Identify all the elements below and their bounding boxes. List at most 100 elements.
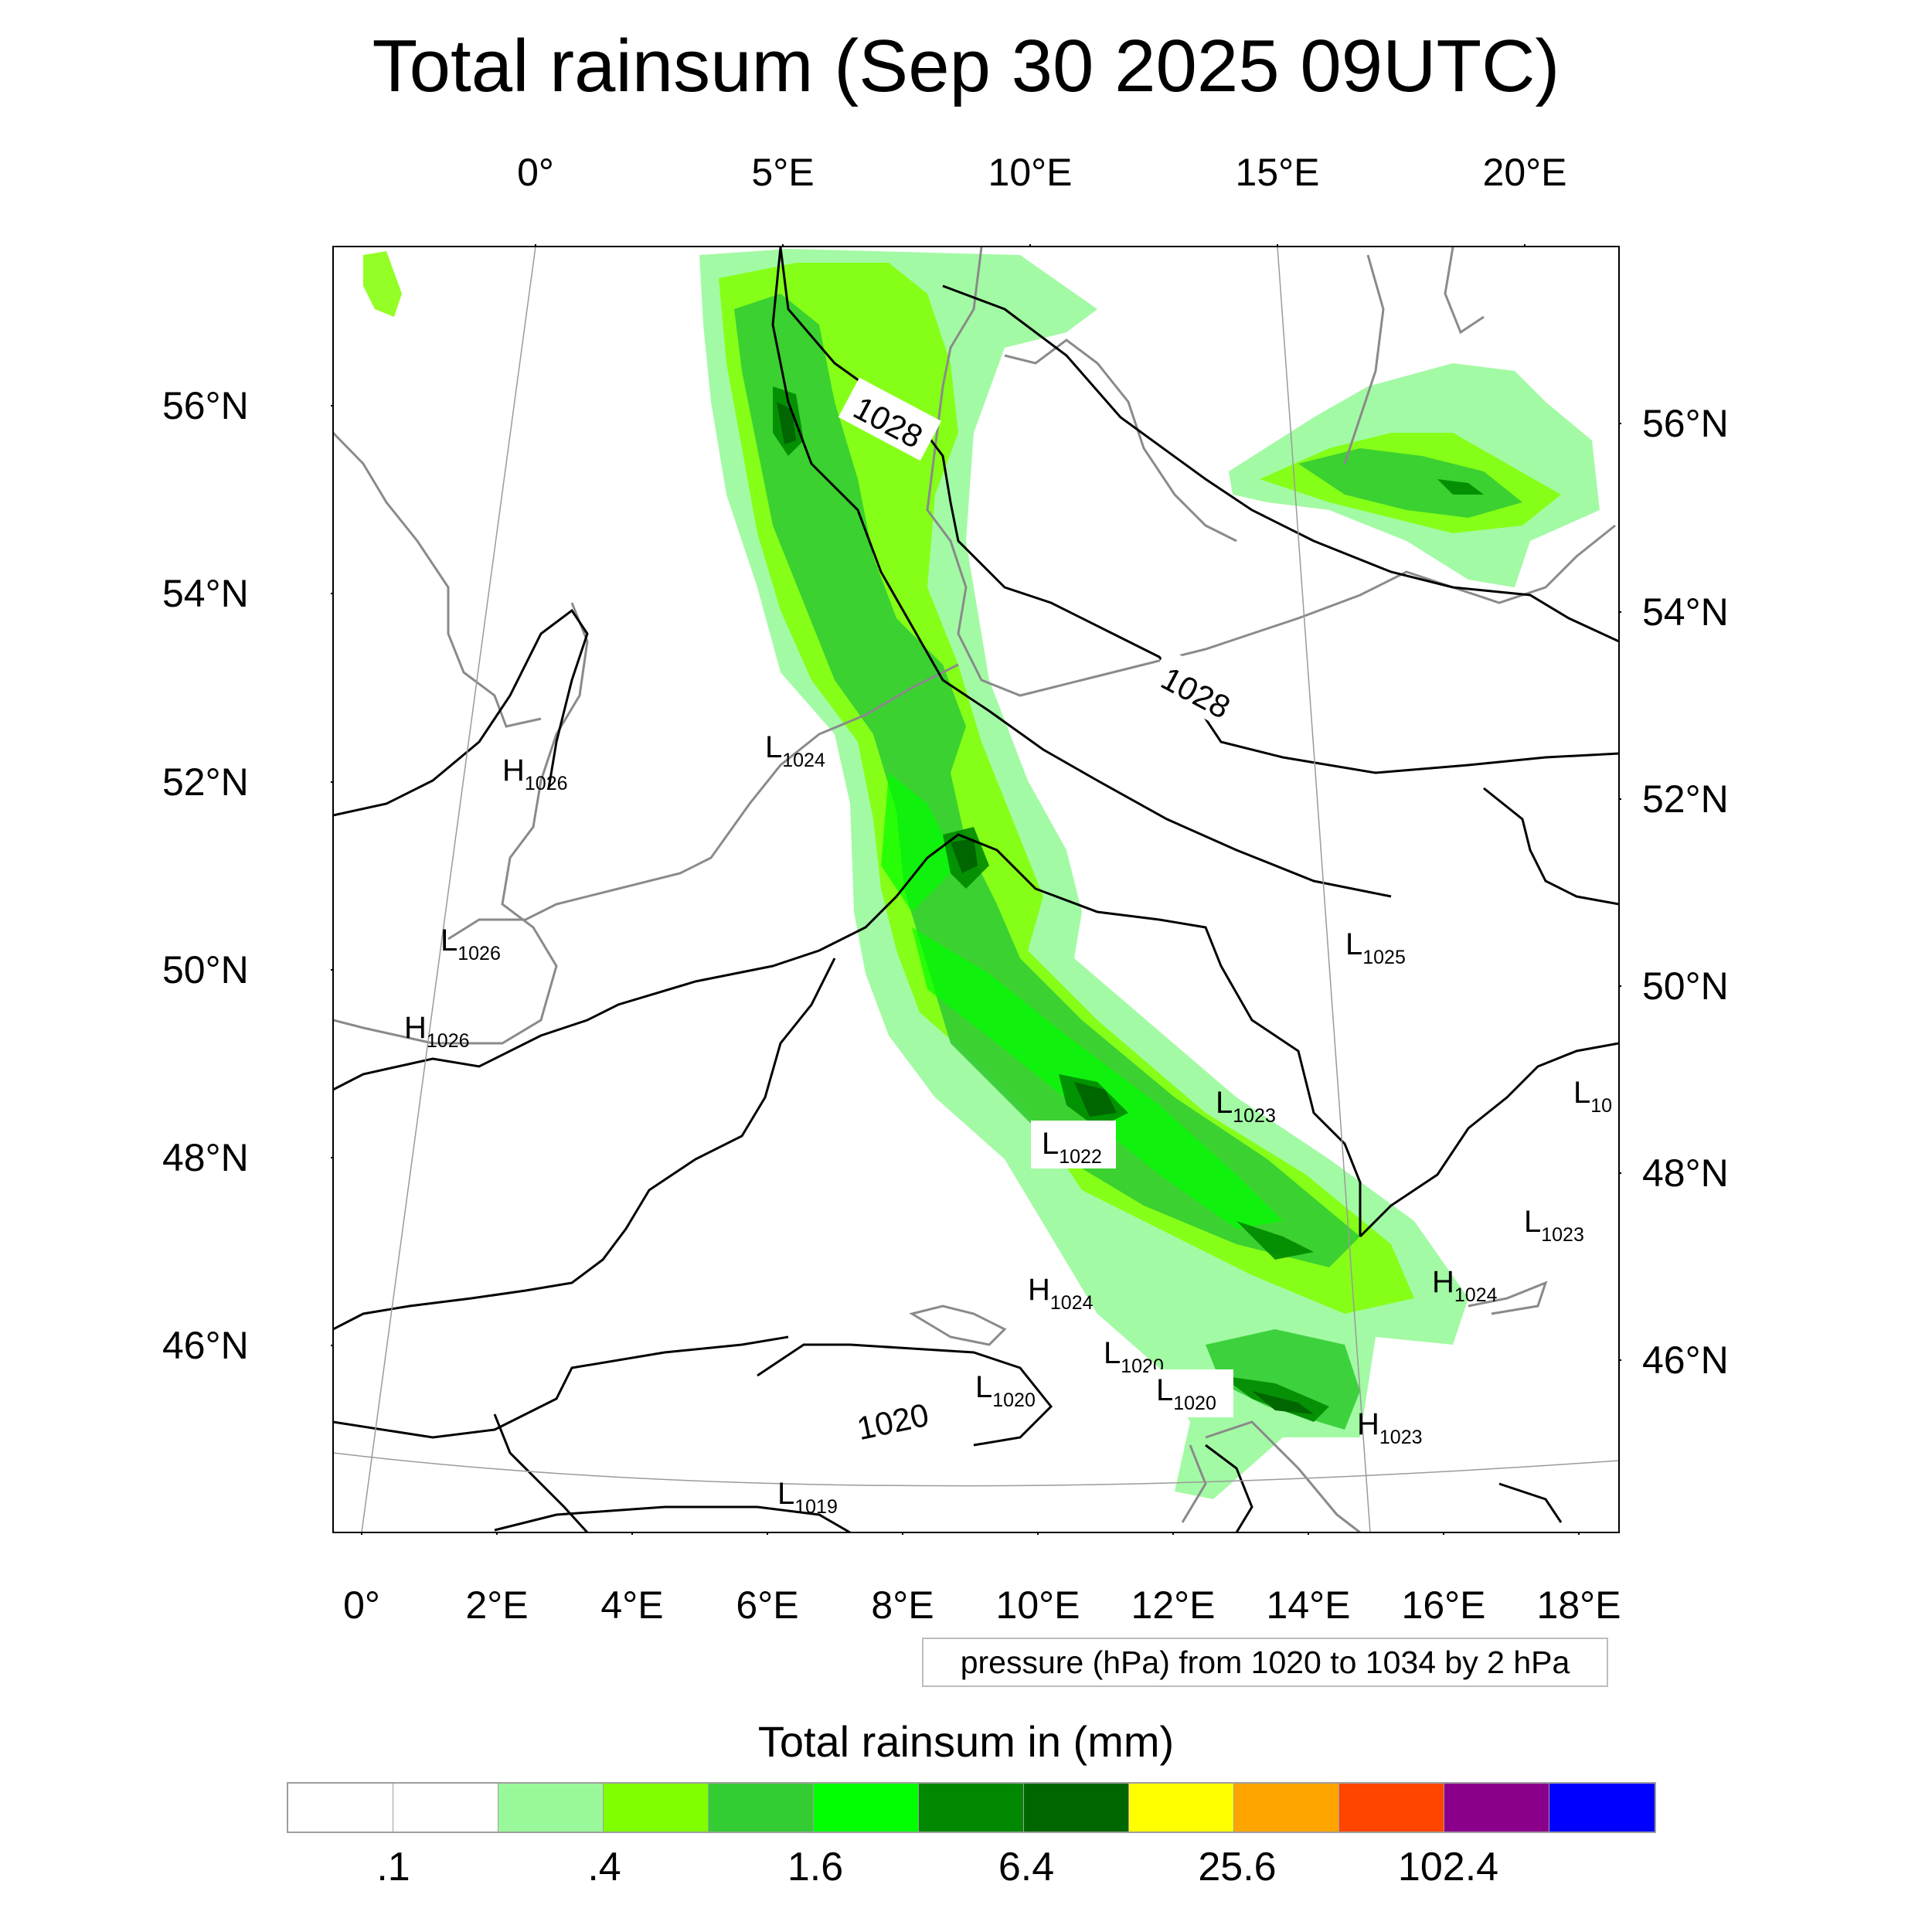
colorbar-swatch bbox=[1024, 1784, 1129, 1832]
pressure-center-value: 1020 bbox=[1173, 1393, 1216, 1414]
pressure-center: H1024 bbox=[1432, 1265, 1498, 1306]
pressure-center: H1026 bbox=[502, 753, 568, 794]
pressure-center-letter: L bbox=[1573, 1076, 1590, 1110]
bottom-tick-label: 0° bbox=[343, 1583, 380, 1627]
left-tick-label: 50°N bbox=[162, 948, 249, 992]
pressure-center: L1023 bbox=[1524, 1205, 1584, 1246]
pressure-center: H1026 bbox=[404, 1011, 470, 1052]
map-plot: 1028 1028 1020 H1026 L1024 L1026 H1026 L… bbox=[331, 244, 1621, 1535]
graticule bbox=[333, 247, 1619, 1532]
bottom-tick-label: 16°E bbox=[1401, 1583, 1486, 1627]
pressure-center: L1026 bbox=[440, 923, 501, 964]
pressure-center-letter: H bbox=[1357, 1407, 1379, 1441]
contour-info-box: pressure (hPa) from 1020 to 1034 by 2 hP… bbox=[922, 1638, 1608, 1687]
top-tick-label: 20°E bbox=[1482, 151, 1567, 194]
colorbar-label: 102.4 bbox=[1397, 1845, 1499, 1889]
top-tick-label: 10°E bbox=[988, 151, 1073, 194]
colorbar-label: 6.4 bbox=[998, 1845, 1055, 1889]
pressure-center-value: 1020 bbox=[992, 1389, 1036, 1411]
pressure-center-letter: L bbox=[777, 1477, 794, 1511]
bottom-tick-label: 10°E bbox=[995, 1583, 1080, 1627]
top-tick-label: 15°E bbox=[1235, 151, 1320, 194]
colorbar-swatch bbox=[1339, 1784, 1444, 1832]
colorbar-swatch bbox=[498, 1784, 604, 1832]
right-tick-label: 52°N bbox=[1642, 777, 1729, 821]
pressure-center-value: 1022 bbox=[1059, 1146, 1102, 1168]
pressure-center: L1023 bbox=[1216, 1086, 1276, 1127]
pressure-center-letter: L bbox=[1042, 1127, 1059, 1161]
right-tick-label: 46°N bbox=[1642, 1338, 1729, 1382]
left-tick-label: 54°N bbox=[162, 572, 249, 615]
left-tick-label: 52°N bbox=[162, 760, 249, 804]
pressure-center-value: 1026 bbox=[427, 1030, 470, 1052]
top-tick-label: 0° bbox=[517, 151, 554, 194]
pressure-center-value: 1024 bbox=[1050, 1292, 1094, 1314]
rain-field bbox=[363, 249, 1600, 1499]
colorbar-label: .4 bbox=[587, 1845, 621, 1889]
map-title: Total rainsum (Sep 30 2025 09UTC) bbox=[372, 25, 1560, 107]
right-tick-label: 56°N bbox=[1642, 402, 1729, 445]
left-tick-label: 56°N bbox=[162, 384, 249, 427]
rain-area-bright-green bbox=[881, 773, 1283, 1229]
pressure-center-value: 1024 bbox=[1454, 1284, 1498, 1306]
pressure-center-value: 1019 bbox=[794, 1496, 838, 1518]
pressure-center-value: 1025 bbox=[1362, 947, 1406, 968]
bottom-tick-label: 2°E bbox=[465, 1583, 529, 1627]
colorbar-swatch bbox=[288, 1784, 393, 1832]
colorbar-swatch bbox=[709, 1784, 814, 1832]
pressure-center-value: 1026 bbox=[457, 943, 501, 964]
right-tick-label: 48°N bbox=[1642, 1151, 1729, 1195]
pressure-center: H1023 bbox=[1357, 1407, 1423, 1448]
left-tick-label: 48°N bbox=[162, 1136, 249, 1179]
pressure-center: L1022 bbox=[1042, 1127, 1102, 1168]
pressure-center: L10 bbox=[1573, 1076, 1612, 1117]
colorbar-label: .1 bbox=[376, 1845, 410, 1889]
pressure-center-letter: H bbox=[502, 753, 525, 787]
pressure-center-letter: L bbox=[975, 1370, 992, 1404]
pressure-center-value: 10 bbox=[1590, 1095, 1612, 1117]
rain-area-lime bbox=[719, 263, 1414, 1314]
colorbar-swatch bbox=[393, 1784, 498, 1832]
pressure-center: L1025 bbox=[1345, 927, 1406, 968]
top-tick-label: 5°E bbox=[751, 151, 815, 194]
pressure-center-letter: L bbox=[440, 923, 457, 957]
pressure-center: L1020 bbox=[1156, 1373, 1216, 1414]
bottom-tick-label: 4°E bbox=[600, 1583, 664, 1627]
colorbar-swatch bbox=[919, 1784, 1024, 1832]
pressure-center-letter: L bbox=[1345, 927, 1362, 961]
pressure-center-letter: H bbox=[404, 1011, 427, 1045]
right-tick-label: 50°N bbox=[1642, 964, 1729, 1008]
pressure-center-value: 1026 bbox=[525, 773, 568, 794]
pressure-center: L1019 bbox=[777, 1477, 838, 1518]
pressure-center-letter: L bbox=[1524, 1205, 1541, 1239]
pressure-center-value: 1023 bbox=[1541, 1224, 1584, 1246]
colorbar-label: 25.6 bbox=[1198, 1845, 1277, 1889]
pressure-center-value: 1024 bbox=[782, 750, 825, 771]
pressure-center: L1024 bbox=[765, 730, 825, 771]
bottom-tick-label: 18°E bbox=[1536, 1583, 1621, 1627]
pressure-center-letter: L bbox=[1104, 1336, 1121, 1370]
isobars bbox=[333, 247, 1619, 1532]
pressure-center-letter: L bbox=[765, 730, 782, 764]
colorbar bbox=[287, 1782, 1656, 1833]
map-frame bbox=[332, 246, 1620, 1533]
colorbar-swatch bbox=[814, 1784, 919, 1832]
pressure-center-letter: L bbox=[1216, 1086, 1233, 1120]
colorbar-label: 1.6 bbox=[787, 1845, 844, 1889]
rain-area-mid-green-east bbox=[1298, 448, 1522, 518]
pressure-center: H1024 bbox=[1028, 1273, 1094, 1314]
colorbar-swatch bbox=[1234, 1784, 1339, 1832]
colorbar-title: Total rainsum in (mm) bbox=[757, 1717, 1175, 1766]
pressure-center: L1020 bbox=[975, 1370, 1036, 1411]
colorbar-swatch bbox=[1129, 1784, 1234, 1832]
right-tick-label: 54°N bbox=[1642, 590, 1729, 634]
left-tick-label: 46°N bbox=[162, 1324, 249, 1367]
pressure-center-value: 1023 bbox=[1233, 1105, 1276, 1127]
bottom-tick-label: 14°E bbox=[1266, 1583, 1351, 1627]
colorbar-swatch bbox=[1549, 1784, 1655, 1832]
pressure-center-letter: H bbox=[1028, 1273, 1050, 1307]
colorbar-swatch bbox=[1444, 1784, 1549, 1832]
bottom-tick-label: 12°E bbox=[1131, 1583, 1216, 1627]
pressure-centers: H1026 L1024 L1026 H1026 L1025 L1023 L102… bbox=[404, 730, 1612, 1518]
pressure-center-letter: L bbox=[1156, 1373, 1173, 1407]
